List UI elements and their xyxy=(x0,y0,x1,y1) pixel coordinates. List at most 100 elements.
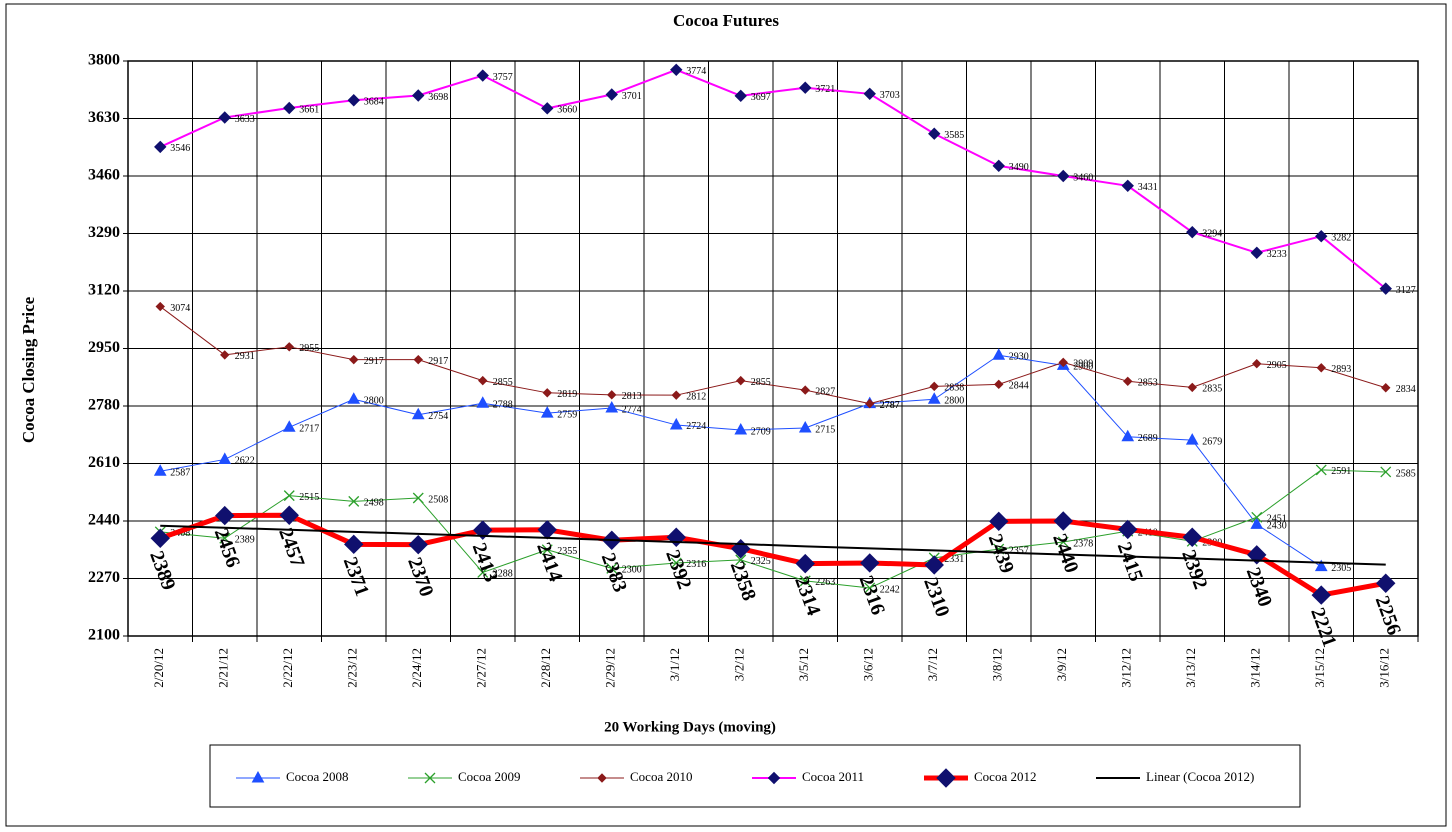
data-point xyxy=(1252,359,1262,369)
data-label: 2331 xyxy=(944,554,964,565)
x-tick-label: 3/14/12 xyxy=(1248,648,1263,688)
data-point xyxy=(1247,545,1267,565)
data-point xyxy=(606,562,618,574)
data-label: 2305 xyxy=(1331,563,1351,574)
x-tick-label: 3/12/12 xyxy=(1119,648,1134,688)
data-point xyxy=(541,544,553,556)
data-label: 3633 xyxy=(235,114,255,125)
data-point xyxy=(477,566,489,578)
data-point xyxy=(1315,464,1327,476)
chart-frame xyxy=(5,3,1447,827)
data-label: 2812 xyxy=(686,391,706,402)
y-tick-label: 2270 xyxy=(88,569,120,586)
data-label: 3127 xyxy=(1396,285,1416,296)
x-tick-label: 3/1/12 xyxy=(667,648,682,681)
data-point xyxy=(155,301,165,312)
series-line xyxy=(160,469,1386,589)
data-point xyxy=(541,102,554,115)
data-point xyxy=(1187,382,1197,393)
data-label: 3774 xyxy=(686,66,706,77)
legend-marker xyxy=(597,773,607,783)
data-label: 3660 xyxy=(557,105,577,116)
x-tick-label: 3/2/12 xyxy=(732,648,747,681)
data-label: 2498 xyxy=(364,498,384,509)
data-label: 2288 xyxy=(493,569,513,580)
data-point xyxy=(408,534,428,555)
data-point xyxy=(989,511,1009,532)
data-point xyxy=(1053,511,1073,531)
data-point xyxy=(1316,363,1326,373)
x-axis-label: 20 Working Days (moving) xyxy=(604,719,776,735)
data-label: 3431 xyxy=(1138,182,1158,193)
data-label: 2853 xyxy=(1138,378,1158,389)
data-label: 2834 xyxy=(1396,384,1416,395)
legend-marker xyxy=(251,770,265,783)
data-point xyxy=(1379,282,1392,295)
data-point xyxy=(349,354,359,365)
data-point xyxy=(927,392,941,404)
data-label: 2788 xyxy=(493,400,513,411)
data-point xyxy=(413,354,423,365)
data-point xyxy=(994,379,1004,390)
data-label: 3661 xyxy=(299,104,319,115)
x-tick-label: 2/22/12 xyxy=(280,648,295,688)
data-point xyxy=(734,89,747,103)
data-point xyxy=(928,127,941,140)
data-label: 2787 xyxy=(880,400,900,411)
data-point xyxy=(734,422,748,435)
data-point xyxy=(153,464,167,476)
data-label: 2819 xyxy=(557,389,577,400)
data-point xyxy=(411,407,425,420)
data-label: 3074 xyxy=(170,303,190,314)
x-tick-label: 2/27/12 xyxy=(474,648,489,688)
series-line xyxy=(159,512,1387,598)
data-point xyxy=(220,350,230,360)
data-label: 3294 xyxy=(1202,228,1222,239)
data-point xyxy=(1381,383,1391,393)
data-label: 2893 xyxy=(1331,364,1351,375)
data-point xyxy=(1057,169,1070,183)
y-tick-label: 2950 xyxy=(88,339,120,356)
data-point xyxy=(800,385,810,395)
y-axis-label: Cocoa Closing Price xyxy=(19,296,38,443)
data-point xyxy=(150,528,170,548)
data-point xyxy=(860,553,880,573)
data-point xyxy=(282,420,296,432)
legend-label: Cocoa 2011 xyxy=(802,769,864,784)
legend-label: Cocoa 2010 xyxy=(630,769,692,784)
series-line xyxy=(159,68,1387,290)
data-point xyxy=(670,557,682,569)
legend-box xyxy=(209,744,1301,808)
data-point xyxy=(671,390,681,400)
x-tick-label: 2/28/12 xyxy=(538,648,553,688)
data-point xyxy=(219,532,231,544)
legend-marker xyxy=(936,768,956,788)
data-label: 2855 xyxy=(751,377,771,388)
data-label: 2931 xyxy=(235,351,255,362)
y-tick-label: 3120 xyxy=(88,282,120,299)
data-point xyxy=(1182,527,1202,547)
data-label: 2774 xyxy=(622,404,642,415)
data-point xyxy=(347,94,360,107)
data-point xyxy=(344,534,364,555)
data-point xyxy=(412,492,424,504)
y-tick-label: 3630 xyxy=(88,109,120,126)
data-label: 3684 xyxy=(364,97,384,108)
y-tick-label: 2780 xyxy=(88,397,120,414)
y-tick-label: 2610 xyxy=(88,454,120,471)
data-point xyxy=(154,140,167,154)
data-point xyxy=(605,88,618,101)
data-label: 3701 xyxy=(622,91,642,102)
data-label: 3233 xyxy=(1267,249,1287,260)
data-label: 2787 xyxy=(880,400,900,411)
data-point xyxy=(924,555,944,575)
x-tick-label: 3/13/12 xyxy=(1183,648,1198,688)
data-point xyxy=(736,375,746,386)
data-point xyxy=(992,159,1005,173)
data-label: 2451 xyxy=(1267,514,1287,525)
data-label: 3585 xyxy=(944,130,964,141)
data-point xyxy=(735,554,747,566)
data-label: 2717 xyxy=(299,424,319,435)
data-point xyxy=(218,111,231,124)
legend-label: Cocoa 2008 xyxy=(286,769,348,784)
